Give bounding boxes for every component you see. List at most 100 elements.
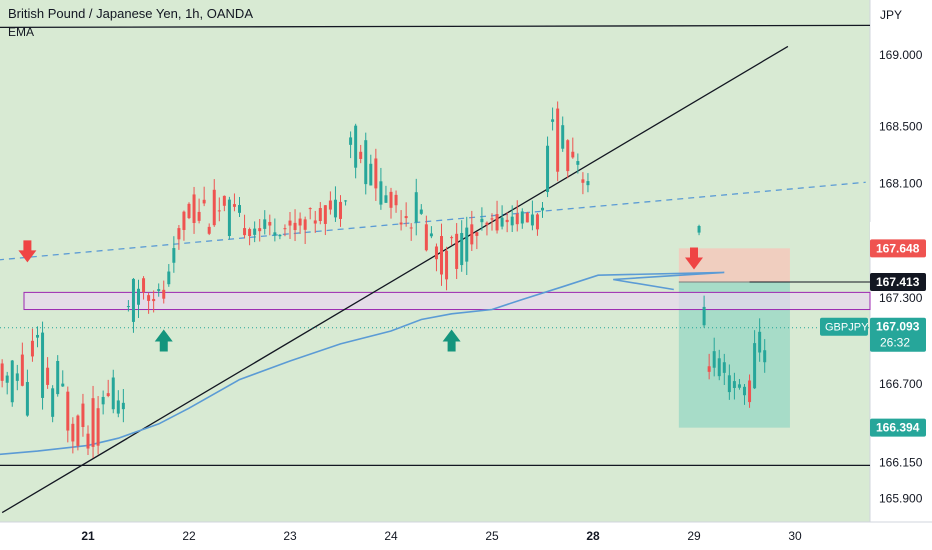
candle-body: [61, 383, 65, 387]
candle-body: [389, 191, 393, 208]
y-tick-label: 168.100: [879, 177, 923, 191]
candle-body: [510, 216, 514, 226]
x-tick-label: 23: [283, 529, 297, 543]
candle-body: [5, 375, 9, 383]
candle-body: [697, 225, 701, 233]
candle-body: [530, 214, 534, 226]
candle-body: [551, 119, 555, 122]
upper-horizontal-line[interactable]: [0, 24, 871, 29]
candle-body: [0, 363, 4, 381]
candle-body: [207, 226, 211, 234]
y-tick-label: 169.000: [879, 48, 923, 62]
candle-body: [525, 212, 529, 223]
candle-body: [293, 222, 297, 231]
stop-price-badge-text: 167.648: [876, 241, 920, 255]
candle-body: [394, 194, 398, 206]
candle-body: [217, 210, 221, 212]
target-price-badge-text: 166.394: [876, 421, 920, 435]
candle-body: [495, 214, 499, 231]
candle-body: [561, 125, 565, 149]
candle-body: [232, 204, 236, 207]
candle-body: [121, 402, 125, 410]
candle-body: [278, 234, 282, 237]
candle-body: [364, 140, 368, 185]
x-tick-label: 24: [384, 529, 398, 543]
candle-body: [258, 228, 262, 232]
candle-body: [177, 228, 181, 240]
candle-body: [96, 408, 100, 446]
candle-body: [475, 232, 479, 236]
x-tick-label: 21: [81, 529, 95, 543]
candle-body: [712, 351, 716, 368]
candle-body: [535, 214, 539, 230]
y-tick-label: 166.700: [879, 377, 923, 391]
candle-body: [737, 384, 741, 388]
candle-body: [722, 362, 726, 373]
support-resistance-zone[interactable]: [23, 291, 871, 311]
x-tick-label: 28: [586, 529, 600, 543]
candle-body: [586, 181, 590, 186]
stop-price-badge-bg: [870, 239, 926, 258]
candle-body: [288, 220, 292, 226]
target-price-badge-bg: [870, 418, 926, 437]
time-scale-panel[interactable]: [0, 522, 932, 550]
ema-line[interactable]: [0, 271, 725, 456]
candle-body: [253, 228, 257, 235]
candle-body: [20, 354, 24, 386]
candle-body: [445, 250, 449, 280]
candle-body: [212, 189, 216, 226]
candle-body: [137, 288, 140, 305]
candle-body: [556, 108, 560, 172]
candle-body: [248, 229, 252, 237]
y-tick-label: 167.300: [879, 291, 923, 305]
sell-arrow-left: [18, 240, 37, 263]
candle-body: [424, 224, 428, 251]
candle-body: [167, 271, 171, 285]
candles-layer: [0, 101, 767, 458]
candle-body: [41, 332, 45, 398]
candle-body: [485, 222, 489, 225]
candle-body: [571, 151, 575, 158]
candle-body: [10, 360, 14, 403]
candle-body: [303, 219, 307, 230]
candle-body: [374, 158, 378, 189]
candle-body: [142, 278, 146, 293]
ema-indicator-label[interactable]: EMA: [8, 25, 35, 39]
candle-body: [717, 358, 721, 377]
candle-body: [344, 200, 348, 202]
candle-body: [268, 221, 272, 226]
candle-body: [419, 209, 423, 214]
candle-body: [354, 125, 358, 168]
candle-body: [56, 360, 60, 395]
x-tick-label: 25: [485, 529, 499, 543]
candle-body: [111, 377, 115, 410]
price-scale-panel[interactable]: [870, 0, 932, 522]
candle-body: [460, 233, 464, 266]
candle-body: [500, 217, 504, 227]
candle-body: [51, 388, 55, 417]
candle-body: [116, 400, 120, 414]
candle-body: [66, 391, 70, 431]
candle-body: [263, 219, 267, 229]
y-tick-label: 166.150: [879, 456, 923, 470]
candle-body: [243, 228, 247, 236]
candle-body: [318, 207, 322, 221]
candle-body: [71, 423, 75, 442]
currency-label: JPY: [880, 8, 903, 22]
ascending-trendline[interactable]: [1, 45, 789, 514]
candle-body: [222, 195, 226, 206]
candle-body: [748, 380, 752, 403]
candle-body: [131, 278, 135, 322]
candle-body: [546, 145, 550, 192]
x-tick-label: 22: [182, 529, 196, 543]
sell-arrow-right: [685, 247, 703, 270]
candle-body: [182, 211, 186, 230]
candle-body: [126, 306, 130, 308]
last-price-badge-text: 167.093: [876, 320, 920, 334]
entry-price-badge-bg: [870, 272, 926, 291]
candle-body: [702, 306, 706, 326]
hidden-tick-mask: [870, 221, 926, 240]
candle-body: [192, 194, 196, 223]
y-tick-label: 165.900: [879, 491, 923, 505]
